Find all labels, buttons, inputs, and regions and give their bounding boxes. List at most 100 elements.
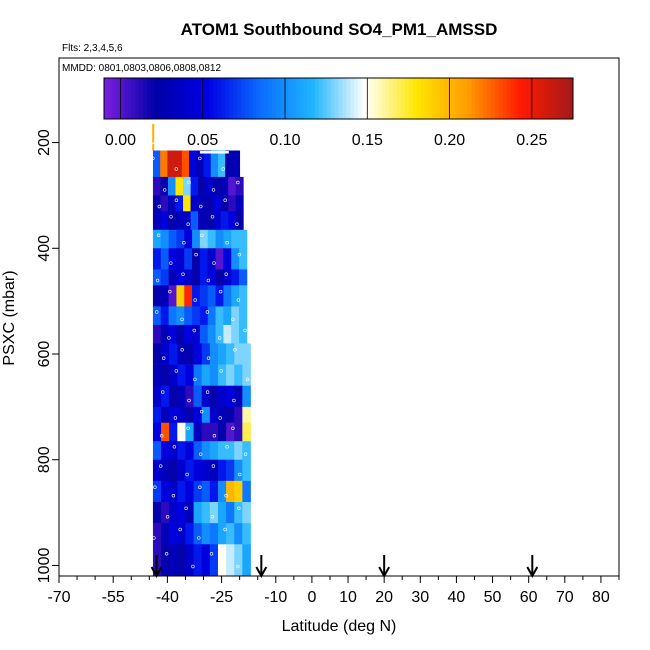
heatmap-cell: [207, 269, 216, 286]
heatmap-cell: [152, 364, 162, 387]
heatmap-cell: [185, 422, 194, 442]
heatmap-cell: [239, 324, 248, 344]
heatmap-cell: [160, 324, 169, 344]
colorbar-swatch: [119, 78, 125, 119]
plot-frame: [58, 57, 620, 577]
colorbar-swatch: [158, 78, 164, 119]
heatmap-cell: [226, 343, 235, 365]
colorbar-swatch: [287, 78, 293, 119]
heatmap-cell: [168, 306, 177, 326]
sample-point: [172, 445, 177, 449]
colorbar-swatch: [404, 78, 410, 119]
heatmap-cell: [217, 544, 227, 577]
heatmap-cell: [185, 406, 194, 424]
heatmap-cell: [152, 248, 162, 270]
heatmap-cell: [185, 480, 194, 503]
heatmap-cell: [239, 285, 248, 307]
sample-point: [178, 527, 182, 532]
colorbar-swatch: [463, 78, 468, 119]
heatmap-cell: [215, 269, 224, 286]
colorbar-swatch: [260, 78, 265, 119]
sample-point: [217, 336, 222, 340]
colorbar-swatch: [408, 78, 414, 119]
heatmap-cell: [209, 502, 219, 524]
y-axis-label: PSXC (mbar): [1, 270, 18, 365]
colorbar-swatch: [182, 78, 187, 119]
colorbar-swatch: [553, 78, 558, 119]
heatmap-cell: [231, 306, 240, 326]
colorbar-swatch: [346, 78, 351, 119]
heatmap-cell: [239, 248, 248, 270]
heatmap-cell: [220, 176, 229, 196]
heatmap-cell: [176, 269, 185, 286]
heatmap-cell: [234, 523, 243, 545]
colorbar-swatch: [330, 78, 336, 119]
x-tick-label: -55: [102, 589, 125, 606]
heatmap-cell: [239, 269, 248, 286]
heatmap-cell: [161, 459, 170, 482]
sample-point: [199, 204, 203, 209]
heatmap-cell: [161, 364, 170, 387]
heatmap-cell: [152, 502, 162, 524]
heatmap-cell: [152, 211, 161, 231]
colorbar-swatch: [291, 78, 297, 119]
heatmap-cell: [199, 269, 209, 286]
colorbar-swatch: [229, 78, 234, 119]
colorbar-swatch: [303, 78, 308, 119]
colorbar-tick-label: 0.05: [187, 132, 218, 149]
heatmap-cell: [152, 285, 162, 307]
heatmap-cell: [198, 195, 207, 212]
colorbar-swatch: [221, 78, 226, 119]
colorbar-swatch: [393, 78, 398, 119]
heatmap-cell: [152, 269, 162, 286]
heatmap-cell: [177, 364, 186, 387]
colorbar-swatch: [549, 78, 554, 119]
heatmap-cell: [161, 502, 170, 524]
x-tick-label: 30: [411, 589, 429, 606]
heatmap-cell: [223, 248, 232, 270]
x-tick-label: -40: [156, 589, 179, 606]
colorbar-tick-label: 0.25: [516, 132, 547, 149]
heatmap-cell: [228, 211, 237, 231]
heatmap-cell: [176, 229, 185, 249]
colorbar-swatch: [115, 78, 121, 119]
colorbar-swatch: [451, 78, 457, 119]
sample-point: [165, 515, 170, 519]
colorbar-swatch: [475, 78, 480, 119]
heatmap-cell: [234, 406, 243, 424]
colorbar-swatch: [444, 78, 449, 119]
colorbar-swatch: [275, 78, 281, 119]
heatmap-cell: [193, 343, 203, 365]
heatmap-cell: [160, 229, 169, 249]
heatmap-cell: [184, 324, 193, 344]
heatmap-cell: [220, 211, 229, 231]
sample-point: [180, 348, 184, 352]
heatmap-cell: [198, 211, 207, 231]
colorbar-swatch: [537, 78, 543, 119]
heatmap-cell: [209, 364, 219, 387]
colorbar-swatch: [365, 78, 371, 119]
colorbar-swatch: [322, 78, 328, 119]
colorbar-swatch: [334, 78, 339, 119]
heatmap-cell: [160, 176, 169, 196]
heatmap-cell: [201, 422, 211, 442]
heatmap-cell: [217, 441, 227, 461]
heatmap-cell: [184, 248, 193, 270]
heatmap-cell: [226, 480, 235, 503]
heatmap-cell: [213, 176, 222, 196]
sample-point: [231, 317, 235, 322]
heatmap-cell: [160, 306, 169, 326]
heatmap-cell: [225, 150, 233, 178]
sample-point: [209, 552, 214, 556]
heatmap-cell: [161, 343, 170, 365]
heatmap-cell: [235, 176, 244, 196]
sample-point: [169, 215, 173, 219]
colorbar-swatch: [299, 78, 304, 119]
colorbar-swatch: [533, 78, 539, 119]
heatmap-cell: [234, 480, 243, 503]
sample-point: [198, 485, 202, 489]
heatmap-cell: [215, 324, 224, 344]
heatmap-cell: [169, 502, 178, 524]
heatmap-cell: [175, 211, 184, 231]
heatmap-cell: [190, 195, 199, 212]
